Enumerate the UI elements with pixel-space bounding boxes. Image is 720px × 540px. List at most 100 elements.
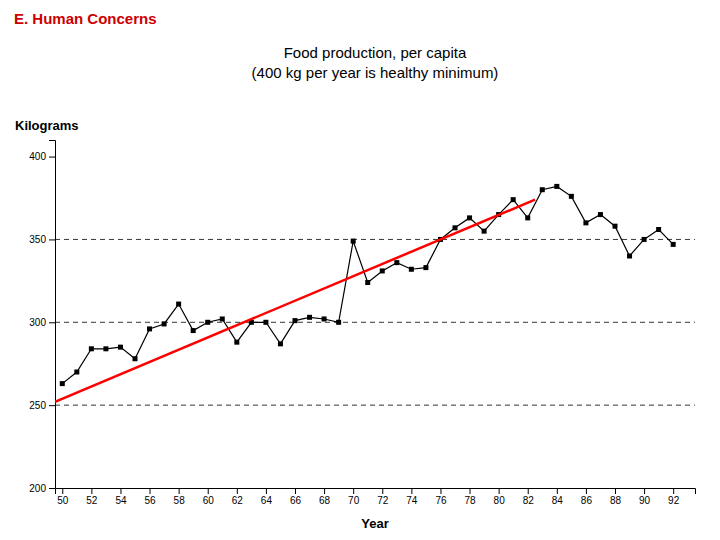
x-tick-mark (673, 488, 674, 494)
x-tick-label: 56 (144, 495, 156, 506)
x-tick-label: 88 (610, 495, 622, 506)
x-tick-label: 68 (319, 495, 331, 506)
y-tick-mark (49, 322, 55, 323)
x-tick-label: 70 (348, 495, 360, 506)
x-tick-mark (470, 488, 471, 494)
x-tick: 84 (552, 488, 564, 506)
x-tick-label: 52 (86, 495, 98, 506)
point (409, 267, 414, 272)
y-tick: 300 (29, 317, 55, 328)
x-tick-label: 92 (668, 495, 680, 506)
point (103, 346, 108, 351)
y-tick-mark (49, 488, 55, 489)
y-axis-title: Kilograms (15, 118, 79, 133)
x-tick-label: 50 (57, 495, 69, 506)
y-tick-label: 200 (29, 483, 46, 494)
x-tick: 80 (494, 488, 506, 506)
point (642, 237, 647, 242)
x-tick-label: 82 (523, 495, 535, 506)
x-tick-mark (208, 488, 209, 494)
x-tick: 62 (232, 488, 244, 506)
section-label: E. Human Concerns (14, 10, 157, 27)
x-tick-label: 58 (174, 495, 186, 506)
x-tick: 90 (639, 488, 651, 506)
y-tick-mark (49, 157, 55, 158)
point (147, 326, 152, 331)
x-tick-mark (440, 488, 441, 494)
x-tick-mark (586, 488, 587, 494)
y-tick-label: 300 (29, 317, 46, 328)
x-tick-label: 84 (552, 495, 564, 506)
x-tick-label: 86 (581, 495, 593, 506)
x-tick: 52 (86, 488, 98, 506)
y-tick-mark (49, 239, 55, 240)
x-tick: 88 (610, 488, 622, 506)
point (583, 220, 588, 225)
x-tick-label: 76 (435, 495, 447, 506)
point (234, 340, 239, 345)
x-tick-label: 60 (203, 495, 215, 506)
x-tick-mark (120, 488, 121, 494)
x-tick-mark (411, 488, 412, 494)
point (220, 316, 225, 321)
x-axis-title: Year (361, 516, 388, 531)
point (60, 381, 65, 386)
point (162, 321, 167, 326)
point (365, 280, 370, 285)
x-tick: 50 (57, 488, 69, 506)
point (627, 254, 632, 259)
x-tick-mark (557, 488, 558, 494)
x-tick: 78 (464, 488, 476, 506)
x-tick: 64 (261, 488, 273, 506)
point (467, 215, 472, 220)
x-tick: 82 (523, 488, 535, 506)
point (293, 318, 298, 323)
point (598, 212, 603, 217)
x-tick-mark (528, 488, 529, 494)
trend-line (55, 200, 535, 402)
x-tick-label: 72 (377, 495, 389, 506)
x-tick-label: 80 (494, 495, 506, 506)
x-tick: 72 (377, 488, 389, 506)
data-line (62, 186, 673, 383)
reference-line (55, 322, 695, 323)
chart: 50 52 54 56 58 60 62 64 66 68 70 72 74 76 78 80 82 84 86 88… (0, 0, 720, 540)
y-tick-mark (49, 405, 55, 406)
point (525, 215, 530, 220)
y-tick: 400 (29, 151, 55, 162)
x-tick-label: 78 (464, 495, 476, 506)
point (511, 197, 516, 202)
y-tick: 350 (29, 234, 55, 245)
point (307, 315, 312, 320)
x-tick: 56 (144, 488, 156, 506)
point (278, 341, 283, 346)
x-tick: 92 (668, 488, 680, 506)
x-tick: 58 (174, 488, 186, 506)
x-tick-mark (382, 488, 383, 494)
y-tick-label: 250 (29, 400, 46, 411)
title: Food production, per capita(400 kg per y… (252, 44, 499, 81)
point (205, 320, 210, 325)
x-tick-mark (91, 488, 92, 494)
x-tick-label: 74 (406, 495, 418, 506)
x-tick-mark (237, 488, 238, 494)
y-tick: 200 (29, 483, 55, 494)
x-tick-mark (353, 488, 354, 494)
marks (55, 184, 695, 405)
x-tick-label: 54 (115, 495, 127, 506)
point (191, 328, 196, 333)
point (554, 184, 559, 189)
point (351, 239, 356, 244)
reference-line (55, 239, 695, 240)
x-tick-mark (295, 488, 296, 494)
x-tick: 54 (115, 488, 127, 506)
point (133, 356, 138, 361)
x-tick: 66 (290, 488, 302, 506)
x-axis-line (56, 489, 696, 495)
x-tick-label: 64 (261, 495, 273, 506)
point (89, 346, 94, 351)
point (118, 345, 123, 350)
x-tick: 68 (319, 488, 331, 506)
point (613, 224, 618, 229)
plot-area: 50 52 54 56 58 60 62 64 66 68 70 72 74 76 78 80 82 84 86 88… (29, 141, 695, 507)
